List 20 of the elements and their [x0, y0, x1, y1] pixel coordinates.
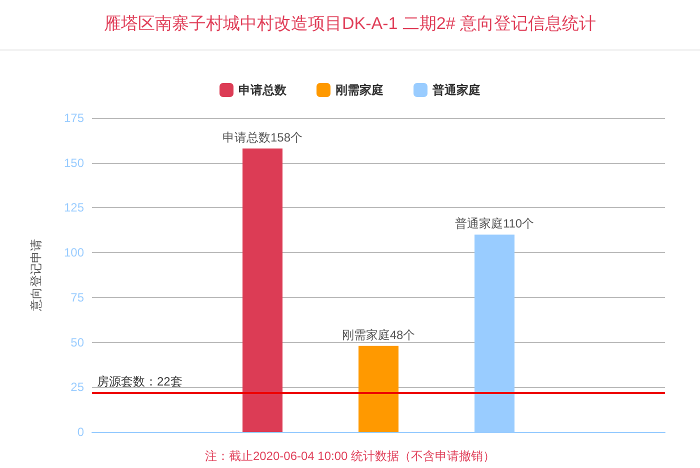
data-label: 刚需家庭48个: [342, 328, 416, 342]
bar: [242, 148, 282, 432]
text: 注：截止2020-06-04 10:00 统计数据（不含申请撤销）: [204, 449, 496, 463]
y-tick-label: 100: [64, 246, 84, 260]
bar: [358, 346, 398, 432]
chart-title: 雁塔区南寨子村城中村改造项目DK-A-1 二期2# 意向登记信息统计: [104, 14, 596, 33]
y-tick-label: 150: [64, 156, 84, 170]
y-tick-label: 125: [64, 200, 84, 215]
y-tick-label: 50: [70, 335, 84, 350]
data-label: 申请总数158个: [222, 130, 303, 145]
data-label: 普通家庭110个: [454, 216, 534, 231]
y-tick-label: 25: [70, 380, 84, 394]
y-tick-label: 175: [64, 111, 84, 125]
y-axis-title: 意向登记申请: [29, 239, 43, 312]
y-tick-label: 75: [70, 290, 84, 304]
ref-line-label: 房源套数：22套: [97, 374, 182, 389]
y-tick-label: 0: [77, 425, 84, 439]
legend-label: 申请总数: [238, 83, 288, 97]
legend-label: 普通家庭: [432, 83, 480, 97]
legend-label: 刚需家庭: [336, 83, 384, 97]
